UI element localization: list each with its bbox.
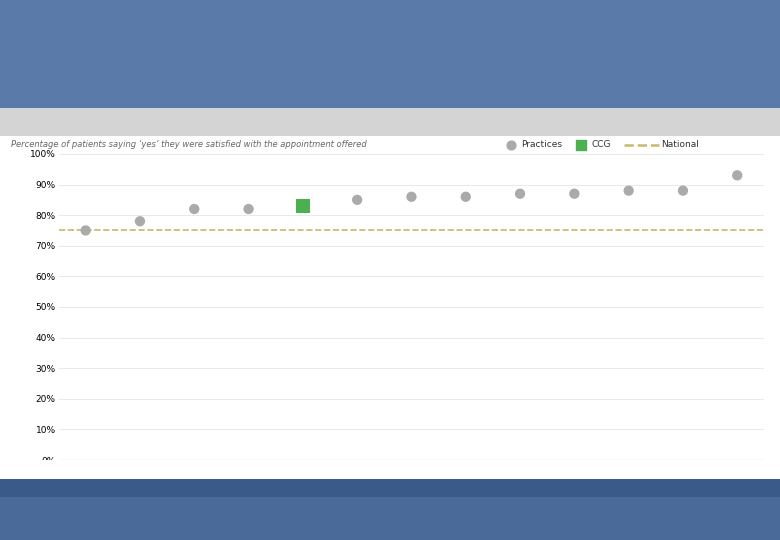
- Point: [406, 192, 418, 201]
- Point: [296, 201, 309, 210]
- Point: [188, 205, 200, 213]
- Point: [459, 192, 472, 201]
- Text: National: National: [661, 140, 700, 150]
- Point: [575, 140, 587, 149]
- Point: [133, 217, 146, 226]
- Point: [731, 171, 743, 180]
- Text: © Ipsos MORI    18-042653-01 | Version 1 | Public: © Ipsos MORI 18-042653-01 | Version 1 | …: [11, 529, 175, 537]
- Text: Satisfaction with appointment offered:: Satisfaction with appointment offered:: [11, 24, 440, 43]
- Text: how the CCG’s practices compare: how the CCG’s practices compare: [11, 73, 380, 92]
- Text: 27: 27: [382, 512, 398, 525]
- Text: Base: All who tried to make an appointment since being registered: National (711: Base: All who tried to make an appointme…: [11, 484, 536, 491]
- Point: [514, 190, 526, 198]
- Point: [351, 195, 363, 204]
- Text: Ipsos MORI: Ipsos MORI: [11, 505, 63, 515]
- Point: [243, 205, 255, 213]
- Text: Practices: Practices: [521, 140, 562, 150]
- Point: [677, 186, 690, 195]
- Point: [568, 190, 580, 198]
- Point: [505, 140, 517, 149]
- Point: [622, 186, 635, 195]
- Point: [80, 226, 92, 235]
- Text: Q17. Were you satisfied with the type of appointment (or appointments) you were : Q17. Were you satisfied with the type of…: [11, 117, 486, 127]
- Text: Comparisons are indicative only: differences may not be statistically significan: Comparisons are indicative only: differe…: [11, 465, 346, 474]
- Text: Percentage of patients saying ‘yes’ they were satisfied with the appointment off: Percentage of patients saying ‘yes’ they…: [11, 140, 367, 150]
- Text: CCG: CCG: [591, 140, 611, 150]
- Text: Social Research Institute: Social Research Institute: [11, 519, 106, 528]
